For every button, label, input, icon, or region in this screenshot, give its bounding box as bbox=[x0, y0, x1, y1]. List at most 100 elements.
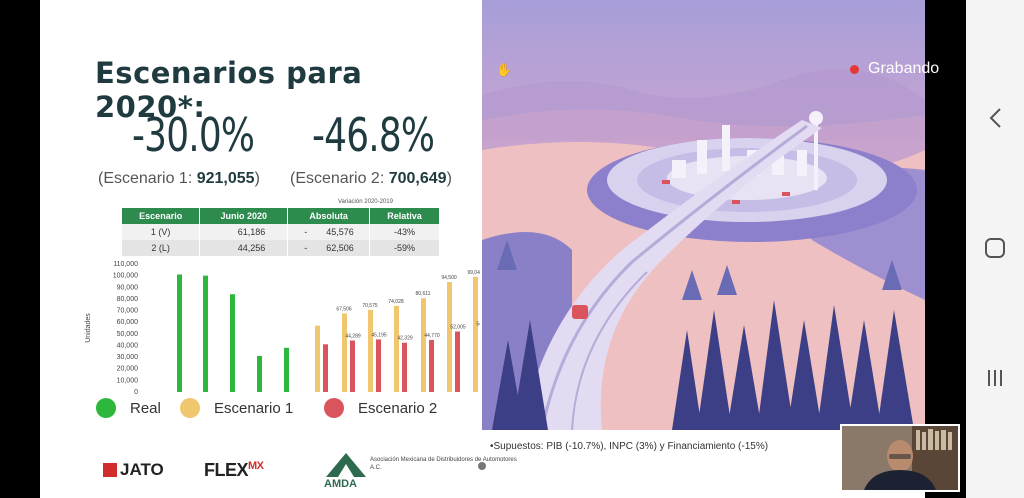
table-cell: -59% bbox=[369, 240, 440, 256]
y-tick-label: 30,000 bbox=[117, 354, 139, 361]
sponsor-logos: JATO FLEXMX AMDA Asociación Mexicana de … bbox=[100, 450, 517, 490]
table-header-cell: Absoluta bbox=[287, 208, 371, 224]
recording-label: Grabando bbox=[868, 60, 940, 77]
scenario-1-bar bbox=[473, 276, 478, 392]
scenario-2-bar bbox=[323, 344, 328, 392]
y-tick-label: 0 bbox=[134, 389, 138, 396]
recents-icon bbox=[988, 370, 1002, 386]
scenario-1-close: ) bbox=[254, 170, 260, 187]
back-icon bbox=[989, 108, 1001, 128]
amda-description: Asociación Mexicana de Distribuidores de… bbox=[370, 457, 517, 471]
assumptions-footnote: •Supuestos: PIB (-10.7%), INPC (3%) y Fi… bbox=[490, 441, 769, 452]
presentation-slide: Escenarios para 2020*: -30.0% -46.8% (Es… bbox=[40, 0, 925, 498]
jato-logo: JATO bbox=[103, 460, 164, 480]
scenario-2-data-label: 52,005 bbox=[450, 324, 466, 330]
jato-mark-icon bbox=[103, 463, 117, 477]
chart-legend: Real Escenario 1 Escenario 2 bbox=[96, 398, 476, 424]
y-tick-label: 100,000 bbox=[113, 273, 138, 280]
y-tick-label: 20,000 bbox=[117, 366, 139, 373]
home-icon bbox=[985, 238, 1005, 258]
y-tick-label: 40,000 bbox=[117, 342, 139, 349]
slide-title: Escenarios para 2020*: bbox=[95, 56, 363, 124]
scenario-1-data-label: 94,500 bbox=[441, 275, 457, 281]
table-row: 1 (V) 61,186 - 45,576 -43% bbox=[122, 224, 440, 240]
slide-right-panel: •Supuestos: PIB (-10.7%), INPC (3%) y Fi… bbox=[482, 0, 925, 498]
table-cell: - 45,576 bbox=[287, 224, 371, 240]
legend-real-swatch bbox=[96, 398, 116, 418]
minus-sign: - bbox=[304, 227, 308, 237]
scenario-1-bar bbox=[421, 298, 426, 392]
flexmx-logo: FLEXMX bbox=[204, 460, 264, 481]
scenario-1-data-label: 99,040 bbox=[467, 270, 480, 276]
presenter-video bbox=[842, 426, 958, 490]
scenario-2-caption: (Escenario 2: 700,649) bbox=[290, 170, 452, 188]
absolute-value: 62,506 bbox=[326, 243, 354, 253]
scenario-2-bar bbox=[455, 331, 460, 392]
scenario-1-data-label: 70,575 bbox=[362, 303, 378, 309]
scenario-1-data-label: 80,611 bbox=[416, 291, 431, 297]
slide-bullet-dot bbox=[478, 462, 486, 470]
legend-esc1: Escenario 1 bbox=[180, 398, 293, 418]
scenario-2-data-label: 44,770 bbox=[424, 333, 440, 339]
scenario-2-close: ) bbox=[446, 170, 452, 187]
scenario-2-data-label: 45,195 bbox=[371, 332, 387, 338]
scenario-1-value: 921,055 bbox=[196, 170, 255, 187]
webcam-thumbnail[interactable] bbox=[840, 424, 960, 492]
slide-left-panel: Escenarios para 2020*: -30.0% -46.8% (Es… bbox=[40, 0, 517, 498]
sales-bar-chart: Unidades 0 10,000 20,000 30,000 40,000 50,000 6… bbox=[85, 261, 480, 396]
amda-mountain-icon bbox=[326, 453, 366, 477]
absolute-value: 45,576 bbox=[326, 227, 354, 237]
scenario-1-bar bbox=[368, 309, 373, 392]
scenario-2-bar bbox=[402, 342, 407, 392]
real-bar bbox=[177, 274, 182, 392]
scenario-2-bar bbox=[429, 339, 434, 392]
scenario-table: Escenario Junio 2020 Absoluta Relativa 1… bbox=[122, 208, 440, 256]
scenario-1-percent: -30.0% bbox=[132, 108, 255, 162]
y-tick-label: 60,000 bbox=[117, 319, 139, 326]
y-tick-label: 80,000 bbox=[117, 296, 139, 303]
scenario-2-value: 700,649 bbox=[388, 170, 447, 187]
real-bar bbox=[230, 294, 235, 392]
scenario-1-data-label: 67,506 bbox=[336, 306, 352, 312]
scenario-1-label: (Escenario 1: bbox=[98, 170, 197, 187]
legend-esc2-swatch bbox=[324, 398, 344, 418]
legend-real-label: Real bbox=[130, 399, 161, 417]
table-header-row: Escenario Junio 2020 Absoluta Relativa bbox=[122, 208, 440, 224]
scenario-1-bar bbox=[394, 305, 399, 392]
table-header-cell: Junio 2020 bbox=[199, 208, 289, 224]
flex-mx-text: MX bbox=[248, 460, 264, 472]
android-navigation-bar bbox=[966, 0, 1024, 498]
scenario-2-label: (Escenario 2: bbox=[290, 170, 389, 187]
legend-real: Real bbox=[96, 398, 161, 418]
table-cell: -43% bbox=[369, 224, 440, 240]
legend-esc1-label: Escenario 1 bbox=[214, 399, 294, 417]
home-button[interactable] bbox=[966, 228, 1024, 268]
table-cell: 44,256 bbox=[199, 240, 289, 256]
scenario-1-bar bbox=[315, 325, 320, 392]
real-bar bbox=[257, 355, 262, 392]
y-tick-label: 90,000 bbox=[117, 284, 139, 291]
back-button[interactable] bbox=[966, 98, 1024, 138]
scenario-2-percent: -46.8% bbox=[312, 108, 435, 162]
table-cell: 1 (V) bbox=[122, 224, 201, 240]
scenario-2-bar bbox=[376, 339, 381, 392]
scenario-1-data-label: 74,028 bbox=[388, 299, 404, 305]
table-cell: - 62,506 bbox=[287, 240, 371, 256]
legend-esc1-swatch bbox=[180, 398, 200, 418]
scenario-1-bar bbox=[342, 313, 347, 392]
variation-caption: Variación 2020-2019 bbox=[338, 199, 393, 205]
scenario-2-data-label: 42,329 bbox=[397, 336, 413, 342]
recents-button[interactable] bbox=[966, 358, 1024, 398]
recording-indicator: Grabando bbox=[850, 60, 939, 78]
recording-dot-icon bbox=[850, 64, 859, 74]
scenario-1-bar bbox=[447, 282, 452, 392]
y-tick-label: 110,000 bbox=[113, 261, 138, 268]
amda-logo: AMDA Asociación Mexicana de Distribuidor… bbox=[324, 450, 517, 490]
scenario-1-caption: (Escenario 1: 921,055) bbox=[98, 170, 260, 188]
amda-logo-text: AMDA bbox=[324, 478, 357, 490]
legend-esc2: Escenario 2 bbox=[324, 398, 437, 418]
scenario-2-data-label: 44,289 bbox=[345, 333, 361, 339]
flex-logo-text: FLEX bbox=[204, 460, 249, 480]
jato-logo-text: JATO bbox=[120, 460, 164, 479]
